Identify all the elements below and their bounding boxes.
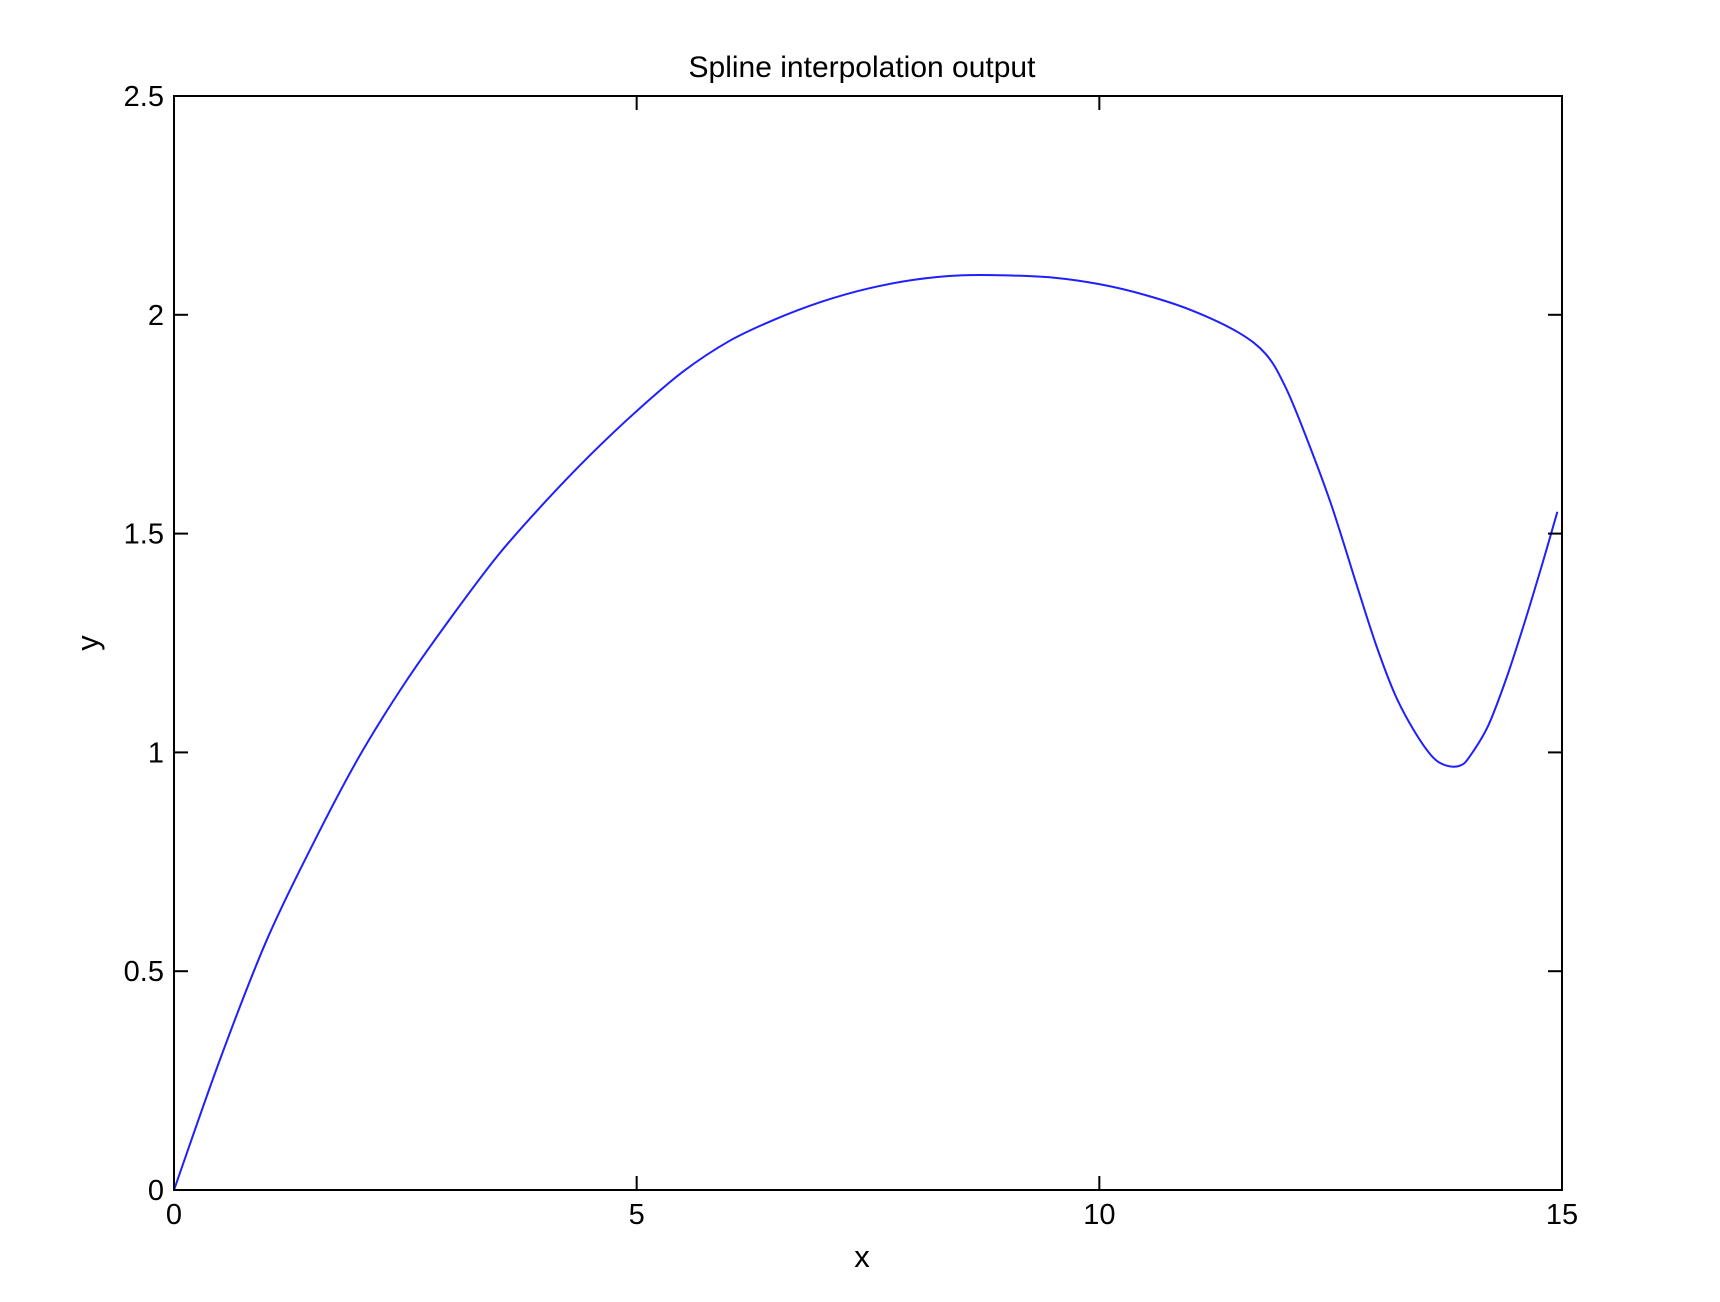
y-tick-label: 2.5 <box>124 81 164 113</box>
x-tick: 10 <box>1083 96 1115 1231</box>
y-tick-label: 2 <box>148 300 164 332</box>
x-tick-label: 0 <box>166 1199 182 1231</box>
y-tick-label: 1.5 <box>124 519 164 551</box>
y-axis-label: y <box>70 635 105 651</box>
axes-frame <box>173 95 1563 1191</box>
x-tick-label: 10 <box>1083 1199 1115 1231</box>
series-line <box>173 274 1559 1191</box>
x-ticks: 0 5 10 15 <box>166 96 1578 1231</box>
y-tick-label: 1 <box>148 737 164 769</box>
x-tick: 15 <box>1546 96 1578 1231</box>
x-tick: 0 <box>166 96 182 1231</box>
y-ticks: 0 0.5 1 1.5 2 2.5 <box>124 81 1562 1207</box>
y-tick: 1.5 <box>124 519 1562 551</box>
x-tick-label: 15 <box>1546 1199 1578 1231</box>
y-tick-label: 0.5 <box>124 956 164 988</box>
y-tick: 1 <box>148 737 1562 769</box>
y-tick: 0.5 <box>124 956 1562 988</box>
y-tick: 0 <box>148 1175 1562 1207</box>
x-axis-label: x <box>854 1239 870 1274</box>
x-tick: 5 <box>629 96 645 1231</box>
y-tick: 2 <box>148 300 1562 332</box>
chart-title: Spline interpolation output <box>689 51 1037 84</box>
x-tick-label: 5 <box>629 1199 645 1231</box>
y-tick-label: 0 <box>148 1175 164 1207</box>
plot-area: 0 5 10 15 0 0.5 1 1.5 2 2.5 <box>124 81 1578 1231</box>
y-tick: 2.5 <box>124 81 1562 113</box>
